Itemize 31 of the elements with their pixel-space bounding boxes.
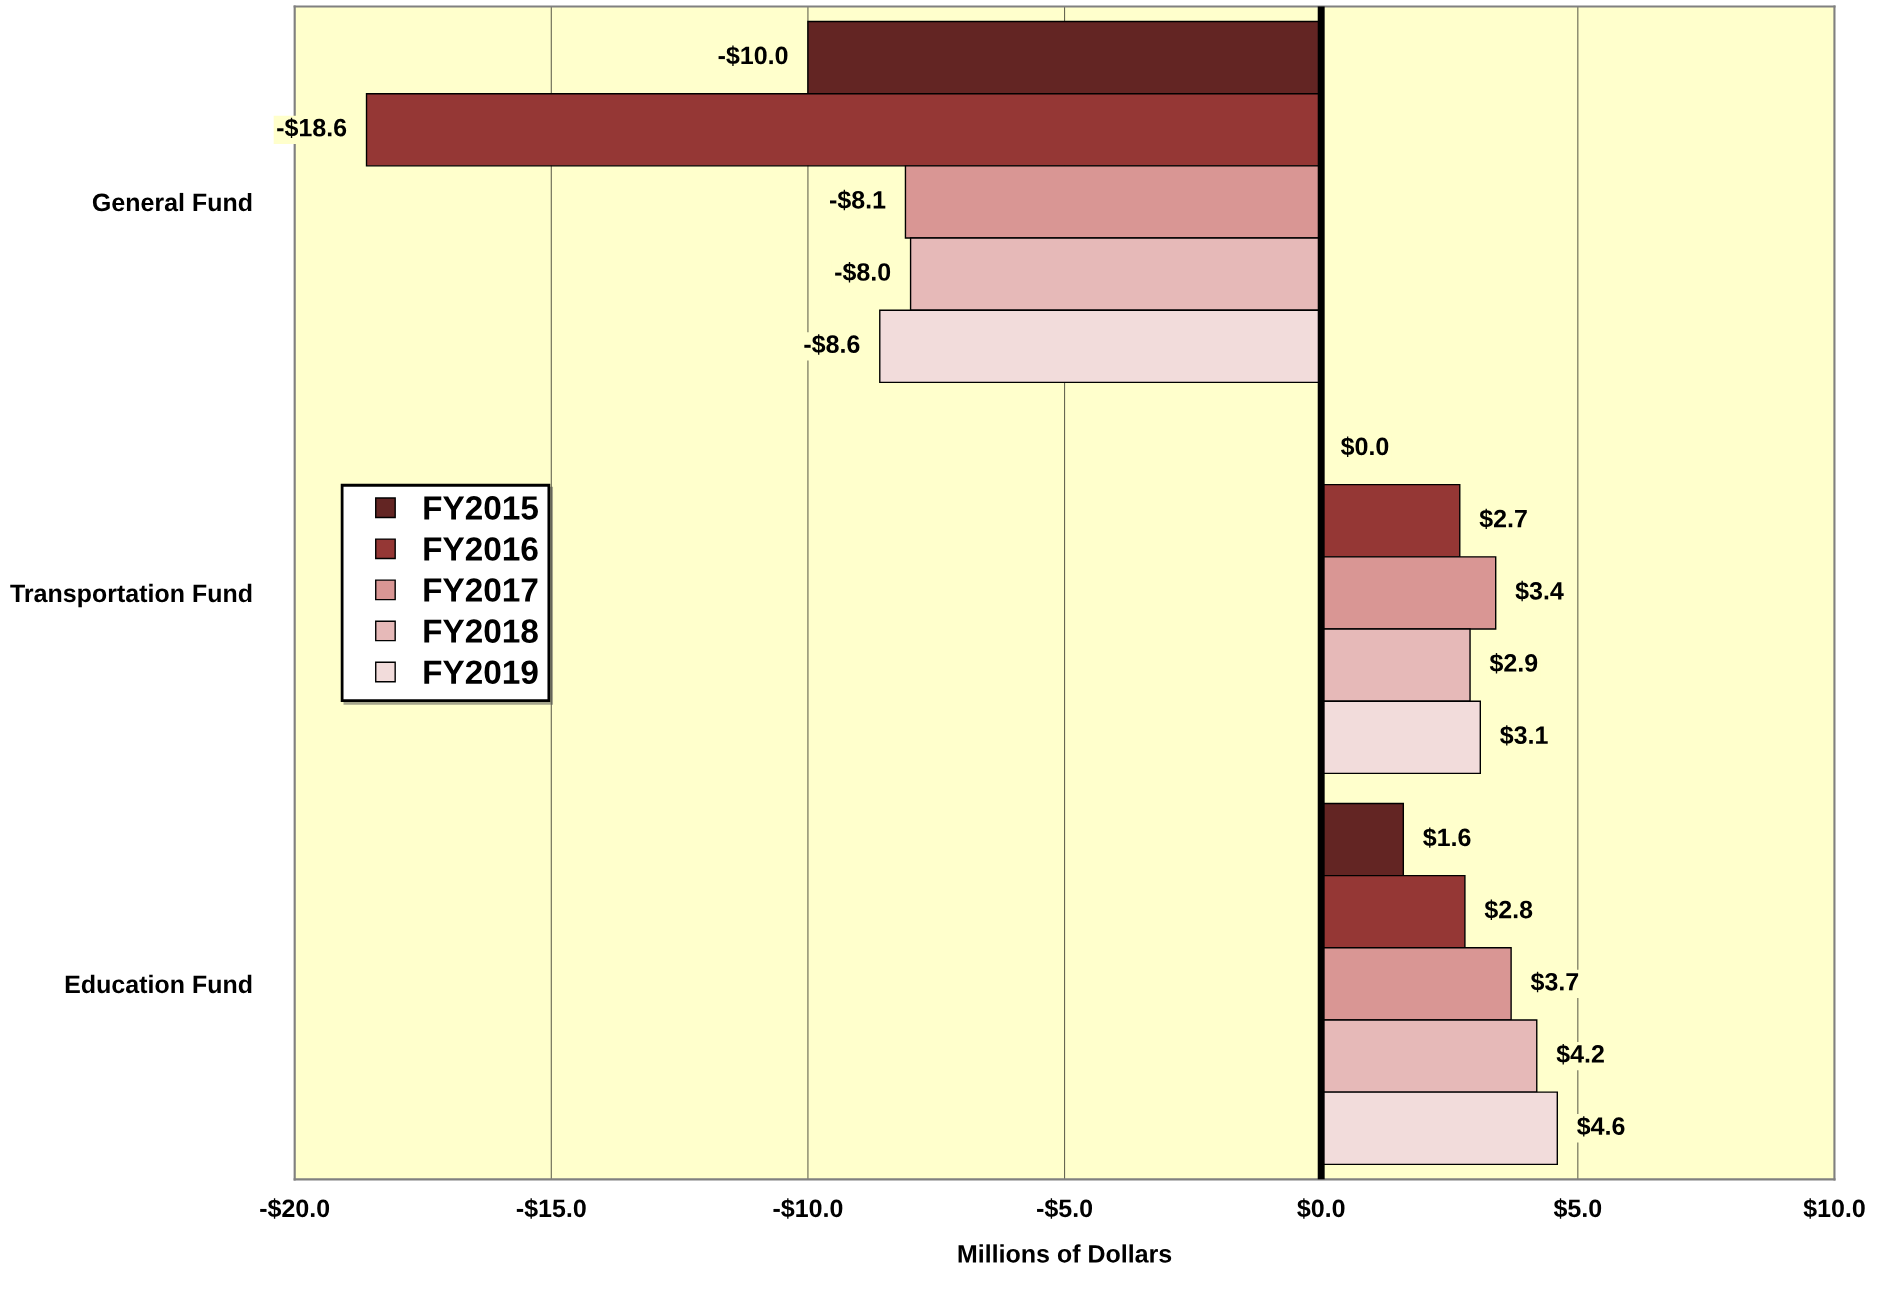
x-axis-title: Millions of Dollars	[958, 1244, 1172, 1263]
x-tick-label: -$5.0	[1037, 1198, 1093, 1219]
data-label: $3.4	[1515, 580, 1564, 602]
data-label: -$18.6	[277, 117, 347, 139]
data-label: $0.0	[1340, 436, 1389, 457]
legend-label: FY2016	[424, 537, 538, 561]
legend-label: FY2018	[424, 619, 538, 643]
data-label: -$8.0	[835, 262, 891, 283]
y-tick-label: General Fund	[92, 192, 252, 212]
data-label: $1.6	[1423, 827, 1471, 848]
legend-label: FY2015	[424, 496, 538, 520]
data-label: $4.6	[1577, 1116, 1625, 1137]
data-label: $2.9	[1489, 653, 1538, 674]
x-tick-label: $5.0	[1553, 1198, 1602, 1219]
x-tick-label: $10.0	[1803, 1198, 1865, 1219]
data-label: $2.7	[1479, 508, 1527, 530]
data-label: -$10.0	[718, 45, 788, 66]
data-label: $2.8	[1484, 899, 1533, 921]
data-label: $3.1	[1500, 725, 1548, 746]
x-tick-label: -$15.0	[516, 1198, 586, 1219]
y-tick-label: Education Fund	[65, 974, 252, 994]
data-label: -$8.6	[804, 334, 860, 355]
y-tick-label: Transportation Fund	[10, 583, 252, 608]
legend-label: FY2019	[424, 660, 538, 685]
x-tick-label: -$10.0	[773, 1198, 843, 1219]
x-tick-label: -$20.0	[260, 1198, 330, 1219]
data-label: $4.2	[1556, 1043, 1604, 1065]
legend-label: FY2017	[424, 578, 538, 602]
x-tick-label: $0.0	[1297, 1198, 1345, 1219]
data-label: $3.7	[1530, 971, 1579, 993]
data-label: -$8.1	[830, 189, 886, 211]
